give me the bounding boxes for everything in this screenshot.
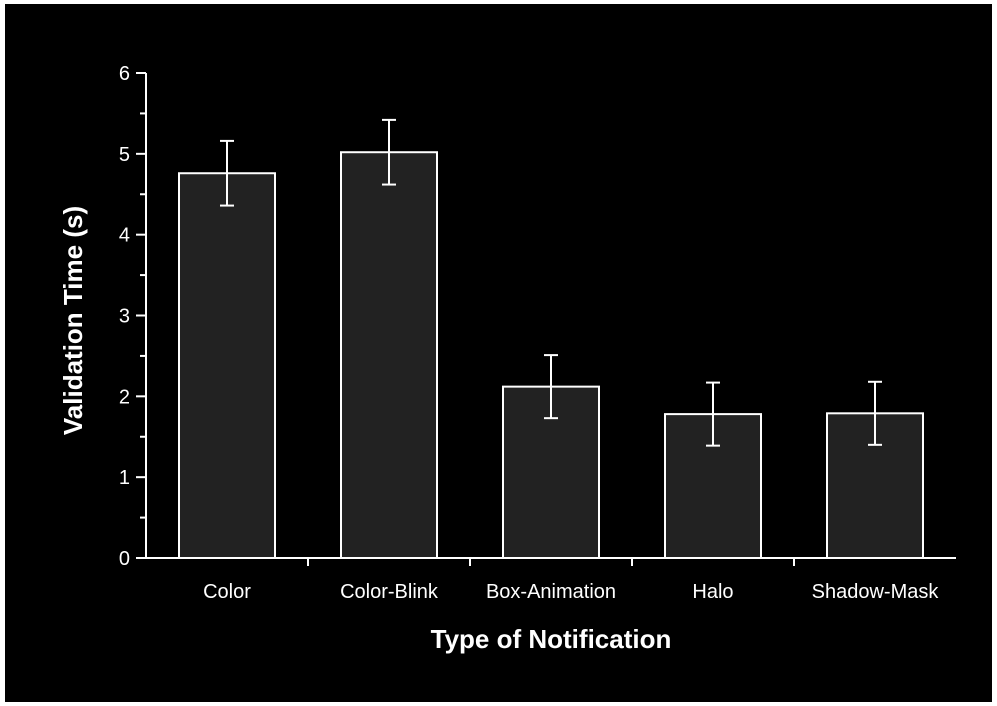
x-axis-title: Type of Notification: [431, 624, 672, 654]
y-tick-label: 3: [119, 306, 130, 328]
x-tick-label: Halo: [692, 581, 733, 603]
error-bar-shadow-mask: [868, 380, 882, 446]
x-tick-label: Box-Animation: [486, 581, 616, 603]
y-tick-label: 2: [119, 386, 130, 408]
error-bar-halo: [706, 381, 720, 447]
error-bar-box-animation: [544, 354, 558, 420]
y-tick-label: 4: [119, 225, 130, 247]
y-tick-label: 5: [119, 144, 130, 166]
bars-layer: [178, 151, 924, 559]
x-tick-label: Color: [203, 581, 251, 603]
error-bar-color: [220, 139, 234, 207]
plot-background: [5, 4, 992, 702]
x-tick-label: Color-Blink: [340, 581, 439, 603]
error-bar-color-blink: [382, 118, 396, 186]
y-axis-title: Validation Time (s): [58, 206, 88, 435]
y-tick-label: 1: [119, 467, 130, 489]
y-tick-label: 0: [119, 548, 130, 570]
bar-color-blink: [340, 151, 438, 559]
labels-layer: Color Color-Blink Box-Animation Halo Shadow-…: [119, 63, 939, 603]
bar-color: [178, 172, 276, 559]
error-bars-layer: [220, 118, 882, 447]
y-tick-label: 6: [119, 63, 130, 85]
axes-layer: [136, 72, 956, 566]
x-tick-label: Shadow-Mask: [812, 581, 940, 603]
